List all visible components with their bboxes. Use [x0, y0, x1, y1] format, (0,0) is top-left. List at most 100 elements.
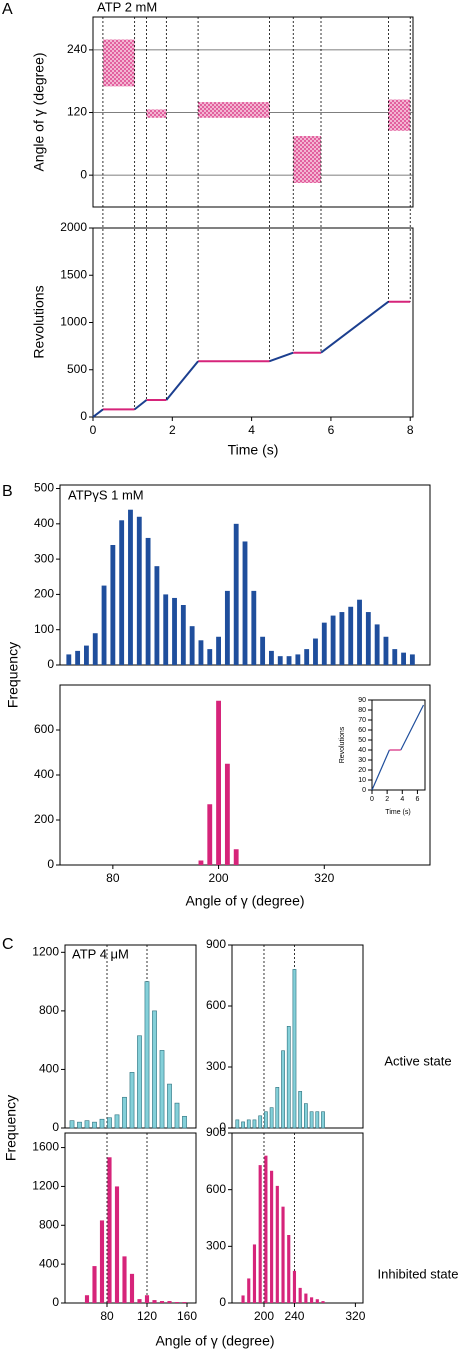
x-tick-label: 2	[169, 423, 176, 437]
bar	[252, 1119, 257, 1129]
bar	[258, 1115, 263, 1129]
bar	[152, 1300, 157, 1303]
bar	[92, 1121, 97, 1129]
bar	[292, 1270, 297, 1303]
y-tick-label: 800	[39, 1217, 59, 1231]
bar	[298, 1091, 303, 1129]
x-axis-label: Time (s)	[385, 809, 410, 816]
y-tick-label: 30	[358, 757, 366, 764]
x-tick-label: 6	[328, 423, 335, 437]
bar	[281, 1050, 285, 1129]
plot-frame	[92, 227, 414, 418]
bar	[313, 638, 318, 665]
plot-frame	[371, 699, 426, 791]
point-cloud	[198, 102, 270, 118]
x-tick-label: 320	[345, 1309, 365, 1323]
bar	[310, 1297, 314, 1303]
bar	[258, 1165, 262, 1303]
x-tick-label: 120	[137, 1309, 157, 1323]
bar	[304, 1103, 308, 1129]
bar	[84, 1295, 90, 1303]
bar	[233, 849, 239, 865]
bar	[365, 612, 371, 665]
y-tick-label: 2000	[60, 220, 87, 234]
x-tick-label: 8	[407, 423, 414, 437]
panel-label: C	[2, 936, 14, 953]
bar	[246, 1119, 251, 1129]
bar	[107, 1157, 112, 1303]
bar	[275, 1185, 279, 1303]
y-tick-label: 900	[206, 937, 226, 951]
bar	[137, 1035, 142, 1129]
bar	[286, 656, 292, 665]
point-cloud	[146, 109, 167, 118]
y-tick-label: 0	[47, 857, 54, 871]
bar	[207, 649, 213, 665]
y-tick-label: 1200	[32, 1179, 59, 1193]
x-tick-label: 200	[209, 871, 229, 885]
bar	[392, 649, 398, 665]
bar	[383, 636, 389, 665]
y-tick-label: 0	[52, 1120, 59, 1134]
bar	[287, 1235, 291, 1303]
y-tick-label: 240	[67, 42, 87, 56]
bar	[295, 654, 301, 665]
x-tick-label: 200	[254, 1309, 274, 1323]
bar	[122, 1256, 127, 1303]
bar	[270, 1170, 274, 1303]
y-tick-label: 400	[39, 1256, 59, 1270]
bar	[174, 1302, 180, 1303]
bar	[269, 1107, 274, 1129]
series-line	[371, 704, 425, 791]
bar	[154, 566, 160, 665]
y-tick-label: 0	[80, 409, 87, 423]
bar	[136, 516, 142, 665]
bar	[216, 700, 221, 865]
y-tick-label: 50	[358, 737, 366, 744]
bar	[321, 1111, 325, 1129]
bar	[198, 640, 204, 665]
bar	[182, 1115, 187, 1129]
y-tick-label: 100	[34, 622, 54, 636]
plot-frame	[59, 684, 431, 866]
y-tick-label: 40	[358, 747, 366, 754]
x-tick-label: 0	[370, 796, 374, 803]
bar	[292, 969, 297, 1129]
bar	[129, 1273, 135, 1303]
y-tick-label: 600	[34, 722, 54, 736]
bar	[207, 804, 213, 865]
bar	[167, 1083, 172, 1129]
y-tick-label: 120	[67, 105, 87, 119]
y-tick-label: 1200	[32, 944, 59, 958]
y-tick-label: 0	[219, 1295, 226, 1309]
row-label: Active state	[384, 1053, 451, 1068]
y-axis-label: Revolutions	[339, 726, 346, 763]
bar	[233, 523, 239, 665]
bar	[159, 1050, 165, 1129]
point-cloud	[102, 39, 135, 87]
bar	[99, 1118, 105, 1129]
x-tick-label: 80	[100, 1309, 114, 1323]
x-tick-label: 240	[284, 1309, 304, 1323]
bar	[309, 1111, 314, 1129]
bar	[298, 1287, 302, 1303]
bar	[99, 1220, 105, 1303]
x-tick-label: 160	[177, 1309, 197, 1323]
bar	[172, 597, 177, 665]
bar	[114, 1186, 120, 1303]
bar	[264, 1111, 268, 1129]
y-tick-label: 900	[206, 1125, 226, 1139]
y-axis-label: Angle of γ (degree)	[31, 52, 47, 171]
bar	[163, 594, 169, 665]
plot-frame	[231, 1132, 364, 1304]
bar	[260, 636, 266, 665]
point-cloud	[388, 99, 411, 131]
bar	[275, 1087, 280, 1129]
y-tick-label: 0	[47, 657, 54, 671]
bar	[264, 1155, 268, 1303]
y-tick-label: 300	[206, 1059, 226, 1073]
y-tick-label: 800	[39, 1003, 59, 1017]
y-tick-label: 0	[52, 1295, 59, 1309]
row-label: Inhibited state	[378, 1266, 459, 1281]
y-tick-label: 1600	[32, 1140, 59, 1154]
